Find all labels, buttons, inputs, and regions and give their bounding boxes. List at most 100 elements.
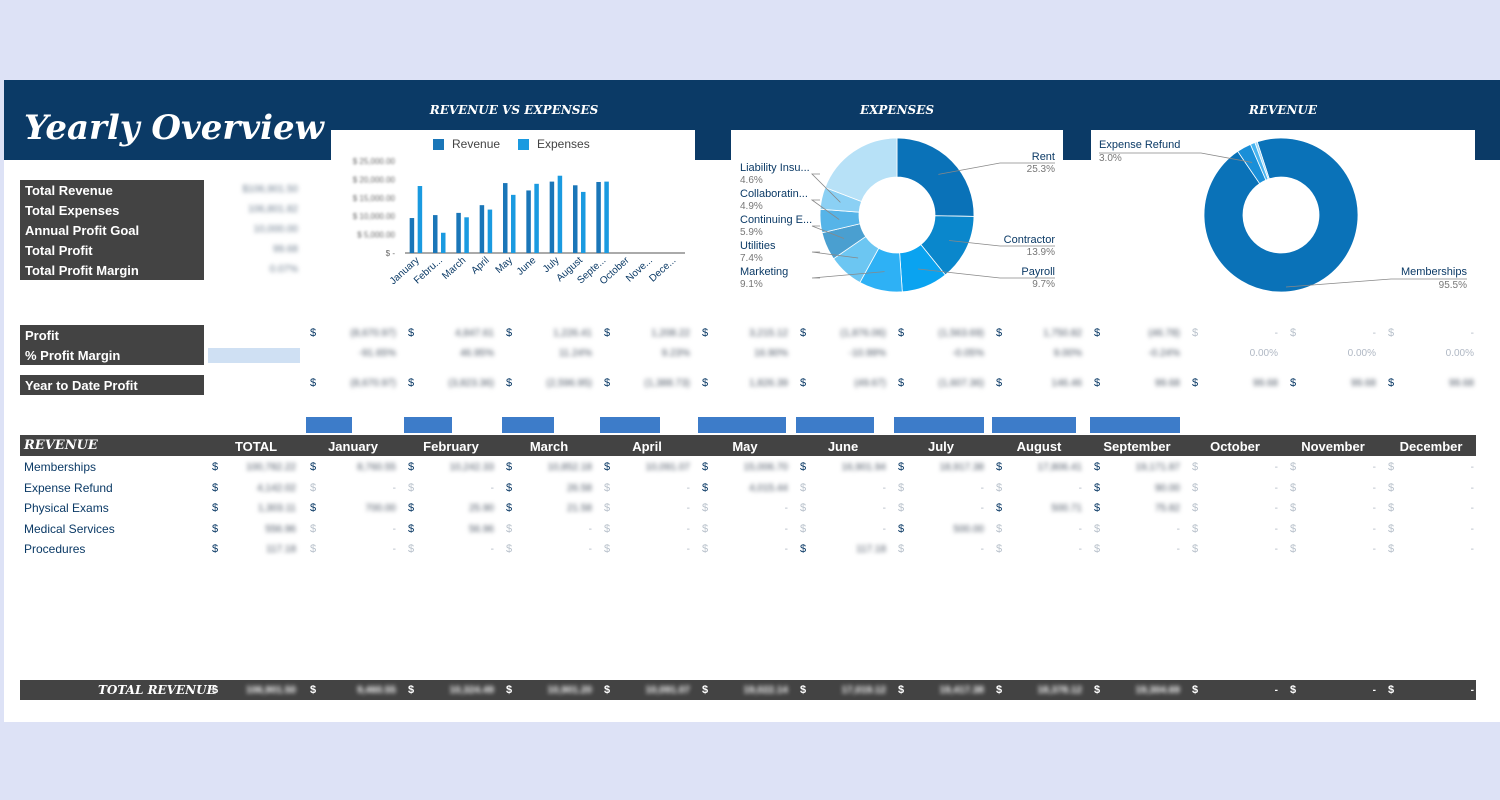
cell-dollar: $ [408, 543, 415, 555]
ytd-value: 99.68 [1350, 378, 1376, 389]
margin-value: 46.95% [460, 348, 494, 359]
revenue-cell: - [1470, 523, 1474, 535]
cell-dollar: $ [996, 684, 1003, 696]
revenue-cell: - [392, 482, 396, 494]
bar-expenses [441, 232, 446, 253]
revenue-row-total: 556.96 [265, 523, 296, 535]
ytd-value: 99.68 [1448, 378, 1474, 389]
expense-label-pct: 7.4% [740, 253, 763, 264]
x-tick-label: Dece... [647, 255, 678, 284]
revenue-cell: 15,006.70 [743, 462, 789, 473]
cell-dollar: $ [996, 327, 1003, 339]
month-header: July [927, 439, 954, 454]
cell-dollar: $ [1192, 481, 1199, 494]
revenue-cell: - [686, 503, 690, 514]
bar-revenue [409, 218, 415, 253]
revenue-cell: 10,091.07 [645, 462, 691, 473]
cell-dollar: $ [408, 522, 415, 535]
bar-revenue [596, 181, 601, 253]
revenue-cell: 18,917.38 [939, 462, 985, 473]
total-revenue-cell: 19,022.14 [743, 685, 789, 696]
total-revenue-cell: 9,460.55 [357, 685, 396, 696]
ytd-value: (2,596.95) [546, 378, 592, 389]
leader-line [810, 199, 840, 220]
rev-vs-exp-title: REVENUE VS EXPENSES [429, 103, 599, 117]
revenue-cell: - [1372, 462, 1376, 473]
cell-dollar: $ [1192, 684, 1199, 696]
bar-revenue [433, 215, 438, 253]
total-revenue-cell: - [1274, 685, 1278, 696]
expense-label-pct: 9.7% [1032, 279, 1055, 290]
month-header: September [1103, 439, 1171, 454]
ytd-value: (49.67) [854, 378, 886, 389]
cell-dollar: $ [1388, 684, 1395, 696]
revenue-cell: - [1274, 482, 1278, 494]
month-header: October [1210, 439, 1260, 454]
rev-vs-exp-svg: Revenue Expenses $ - $ 5,000.00 $ 10,000.00 $… [353, 137, 685, 287]
month-header: June [827, 439, 859, 454]
cell-dollar: $ [604, 481, 611, 494]
summary-dollar: $ [212, 204, 219, 216]
revenue-label: Expense Refund 3.0% [1099, 139, 1253, 164]
margin-value: -0.05% [952, 348, 984, 359]
revenue-cell: - [784, 523, 788, 535]
cell-dollar: $ [800, 327, 807, 339]
cell-dollar: $ [800, 522, 807, 535]
cell-dollar: $ [702, 327, 709, 339]
revenue-cell: 500.71 [1051, 503, 1082, 514]
month-header: December [1399, 439, 1463, 454]
cell-dollar: $ [506, 327, 513, 339]
expense-label-name: Liability Insu... [740, 162, 810, 174]
cell-dollar: $ [212, 502, 219, 514]
bar-revenue [573, 185, 578, 253]
cell-dollar: $ [604, 543, 611, 555]
month-color-bar [698, 417, 786, 433]
profit-value: 1,226.41 [553, 328, 592, 339]
cell-dollar: $ [310, 502, 317, 514]
cell-dollar: $ [310, 327, 317, 339]
revenue-cell: - [1274, 523, 1278, 535]
cell-dollar: $ [1290, 327, 1297, 339]
margin-goal-cell [208, 348, 300, 363]
revenue-cell: 25.90 [468, 503, 494, 514]
bar-expenses [534, 183, 539, 253]
revenue-cell: 19,171.87 [1135, 462, 1181, 473]
bar-expenses [557, 175, 563, 253]
cell-dollar: $ [408, 327, 415, 339]
y-tick-label: $ 20,000.00 [353, 175, 396, 184]
expense-label-pct: 4.6% [740, 175, 763, 186]
month-color-bar [992, 417, 1076, 433]
y-tick-label: $ 5,000.00 [357, 231, 395, 240]
pie-slice [824, 137, 898, 202]
month-header: April [632, 439, 662, 454]
revenue-row-total: 117.18 [266, 544, 296, 555]
total-revenue-cell: 10,324.49 [449, 685, 495, 696]
profit-value: - [1470, 328, 1474, 339]
cell-dollar: $ [1388, 543, 1395, 555]
revenue-cell: - [1372, 482, 1376, 494]
revenue-cell: 75.82 [1154, 503, 1180, 514]
revenue-cell: - [980, 482, 984, 494]
profit-value: - [1274, 328, 1278, 339]
cell-dollar: $ [800, 377, 807, 389]
ytd-value: (1,607.36) [938, 378, 984, 389]
total-revenue-cell: 10,901.20 [547, 685, 593, 696]
cell-dollar: $ [1192, 522, 1199, 535]
revenue-label-pct: 95.5% [1439, 280, 1467, 291]
summary-label: Annual Profit Goal [20, 220, 204, 240]
revenue-table-header: REVENUE TOTAL [20, 435, 1476, 456]
cell-dollar: $ [702, 543, 709, 555]
cell-dollar: $ [996, 461, 1003, 473]
dashboard-sheet: Yearly Overview REVENUE VS EXPENSES EXPE… [4, 80, 1500, 722]
leader-line [811, 173, 841, 203]
cell-dollar: $ [1094, 327, 1101, 339]
summary-dollar: $ [212, 244, 219, 256]
revenue-cell: - [980, 544, 984, 555]
revenue-row-total: 100,782.22 [245, 462, 296, 473]
ytd-value: 99.68 [1154, 378, 1180, 389]
expenses-chart-title: EXPENSES [859, 103, 935, 117]
margin-value: 16.90% [754, 348, 788, 359]
